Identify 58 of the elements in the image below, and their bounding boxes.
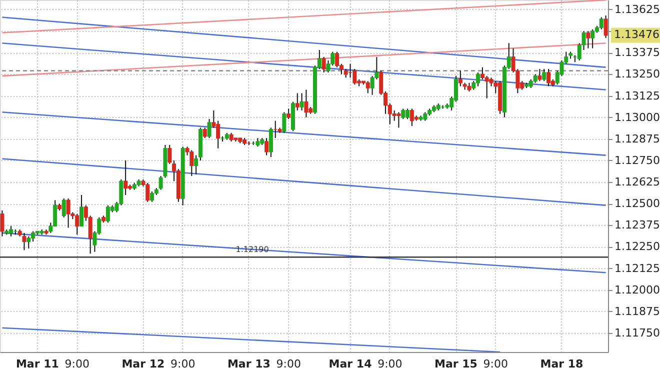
y-tick-label: 1.12375 (614, 218, 660, 232)
y-tick-label: 1.13375 (614, 46, 660, 60)
candlestick (66, 198, 70, 228)
candlestick (62, 198, 66, 218)
x-tick-label: Mar 11 (16, 358, 59, 370)
candlestick (0, 210, 4, 237)
candlestick (542, 68, 546, 82)
candlestick (396, 112, 401, 128)
candlestick (286, 108, 291, 120)
candlestick (22, 232, 26, 251)
candlestick (322, 56, 326, 73)
y-tick-label: 1.12250 (614, 240, 660, 254)
y-tick-label: 1.13625 (614, 2, 660, 16)
candlestick (264, 138, 269, 156)
candlestick (546, 68, 551, 87)
x-tick-label: Mar 15 (434, 358, 478, 370)
candlestick (458, 70, 462, 87)
candlestick (268, 127, 273, 158)
y-tick-label: 1.11875 (614, 304, 660, 318)
candlestick (590, 28, 595, 49)
candlestick (401, 108, 406, 120)
y-tick-label: 1.11750 (614, 326, 660, 340)
candlestick (599, 16, 604, 30)
x-tick-label: 9:00 (64, 358, 90, 370)
candlestick (300, 92, 304, 111)
candlestick (194, 154, 198, 175)
x-tick-label: Mar 13 (227, 358, 270, 370)
candlestick (124, 160, 128, 196)
x-tick-label: Mar 14 (328, 358, 372, 370)
text: 1.13476 (614, 28, 660, 42)
candlestick (538, 68, 542, 82)
candlestick (335, 51, 340, 68)
x-tick-label: 9:00 (378, 358, 402, 370)
candlestick (282, 112, 286, 134)
candlestick (295, 92, 300, 111)
candlestick (484, 75, 489, 99)
x-tick-label: 9:00 (276, 358, 301, 370)
candlestick (202, 127, 207, 139)
x-tick-label: Mar 18 (540, 358, 584, 370)
y-tick-label: 1.12500 (614, 197, 660, 210)
y-tick-label: 1.12875 (614, 132, 660, 146)
candlestick (26, 236, 31, 249)
y-tick-label: 1.12000 (614, 283, 660, 296)
candlestick (586, 30, 590, 49)
y-tick-label: 1.12625 (614, 176, 660, 189)
x-tick-label: 9:00 (483, 358, 508, 370)
y-tick-label: 1.13125 (614, 89, 660, 102)
y-tick-label: 1.12125 (614, 262, 660, 275)
y-tick-label: 1.13250 (614, 68, 660, 81)
candlestick (80, 194, 84, 227)
candlestick (366, 80, 370, 94)
x-tick-label: Mar 12 (122, 358, 165, 370)
y-tick-label: 1.12750 (614, 154, 660, 167)
y-tick-label: 1.13000 (614, 110, 660, 124)
candlestick (168, 144, 172, 164)
x-tick-label: 9:00 (170, 358, 196, 370)
candlestick (304, 89, 308, 118)
candlestick (604, 15, 608, 38)
